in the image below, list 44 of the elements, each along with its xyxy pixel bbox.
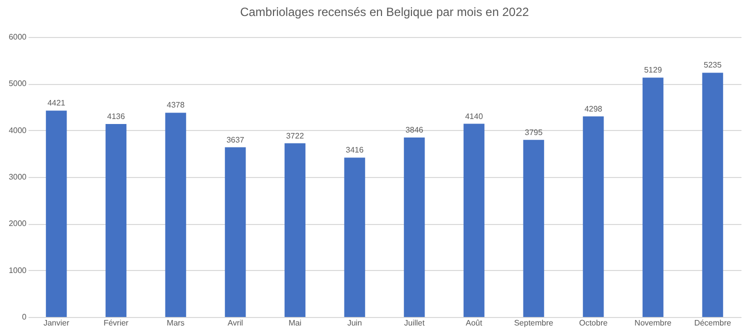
x-tick-label: Mars (166, 318, 185, 328)
data-label: 3416 (346, 146, 364, 155)
bar (642, 78, 664, 317)
x-tick-label: Juin (347, 318, 362, 328)
x-tick-label: Mai (288, 318, 302, 328)
data-label: 5129 (644, 66, 662, 75)
data-label: 3722 (286, 131, 304, 140)
x-tick-label: Décembre (694, 318, 732, 328)
y-tick-label: 4000 (8, 126, 28, 135)
x-tick-label: Septembre (514, 318, 554, 328)
data-label: 4421 (47, 98, 66, 108)
bar (224, 147, 246, 317)
x-tick-label: Janvier (43, 318, 70, 328)
chart-title: Cambriolages recensés en Belgique par mois en 2022 (240, 5, 530, 19)
data-label: 4136 (107, 112, 126, 121)
y-tick-label: 0 (22, 312, 28, 322)
data-label: 3795 (524, 128, 544, 137)
data-label: 3637 (226, 135, 245, 144)
bar (582, 116, 604, 317)
bar (165, 112, 186, 317)
bar (46, 110, 67, 317)
bar (523, 140, 544, 317)
bar (702, 72, 724, 317)
y-tick-label: 5000 (8, 79, 28, 88)
data-label: 3846 (405, 126, 424, 135)
y-tick-label: 1000 (8, 266, 28, 275)
bar (344, 158, 366, 317)
x-tick-label: Novembre (634, 318, 672, 328)
data-label: 5235 (704, 60, 722, 70)
data-label: 4298 (584, 104, 603, 114)
bar (464, 124, 484, 317)
y-tick-label: 2000 (8, 219, 28, 228)
bar (284, 143, 306, 317)
x-tick-label: Août (466, 318, 483, 328)
data-label: 4140 (465, 112, 484, 121)
y-tick-label: 3000 (8, 172, 28, 182)
bar (106, 124, 126, 317)
x-tick-label: Juillet (404, 318, 426, 328)
bar (404, 138, 425, 317)
x-tick-label: Octobre (579, 318, 608, 328)
x-tick-label: Avril (228, 318, 244, 328)
data-label: 4378 (166, 100, 186, 110)
y-tick-label: 6000 (8, 32, 28, 42)
x-tick-label: Février (104, 318, 129, 328)
